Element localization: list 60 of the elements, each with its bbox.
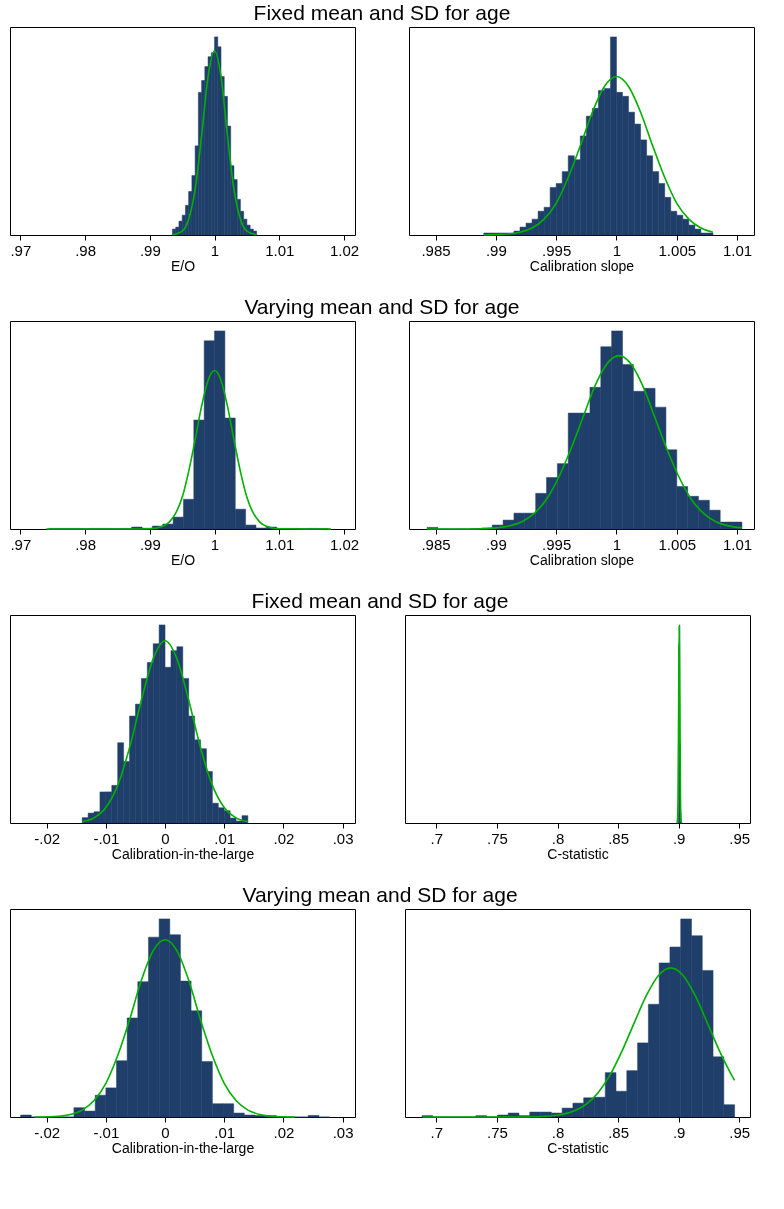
x-tick-label: .02 (273, 829, 295, 847)
x-axis-title: Calibration-in-the-large (111, 1139, 255, 1156)
x-tick-label: .85 (608, 1123, 630, 1141)
x-tick-label: .98 (75, 535, 97, 553)
x-tick-label: 0 (161, 1123, 170, 1141)
x-tick-label: .95 (729, 829, 751, 847)
x-tick-label: .7 (430, 1123, 444, 1141)
x-tick-label: 0 (161, 829, 170, 847)
x-tick-label: .01 (214, 829, 236, 847)
x-tick-label: 1.01 (265, 241, 295, 259)
x-tick-label: .995 (542, 241, 572, 259)
chart-title: Varying mean and SD for age (242, 882, 518, 906)
x-tick-label: .03 (332, 829, 354, 847)
x-tick-label: .8 (551, 1123, 565, 1141)
x-tick-label: 1 (612, 241, 622, 259)
x-tick-label: .75 (487, 829, 508, 847)
x-tick-label: .02 (273, 1123, 295, 1141)
x-tick-label: .985 (421, 241, 451, 259)
x-tick-label: -.02 (34, 1123, 61, 1141)
chart-title: Fixed mean and SD for age (251, 588, 509, 612)
x-tick-label: 1.01 (265, 535, 295, 553)
x-tick-label: 1.02 (329, 535, 360, 553)
x-tick-label: .99 (485, 241, 507, 259)
chart-title: Varying mean and SD for age (244, 294, 520, 318)
x-tick-label: -.01 (93, 1123, 120, 1141)
x-axis-title: Calibration-in-the-large (111, 845, 255, 862)
x-tick-label: .9 (672, 1123, 686, 1141)
chart-title: Fixed mean and SD for age (253, 0, 511, 24)
x-tick-label: .01 (214, 1123, 236, 1141)
x-tick-label: .95 (729, 1123, 751, 1141)
x-tick-label: -.02 (34, 829, 61, 847)
x-axis-title: Calibration slope (529, 551, 635, 568)
x-tick-label: 1 (210, 535, 220, 553)
x-tick-label: .9 (672, 829, 686, 847)
x-tick-label: 1 (210, 241, 220, 259)
x-tick-label: .99 (485, 535, 507, 553)
x-tick-label: .03 (332, 1123, 354, 1141)
x-tick-label: .99 (139, 241, 161, 259)
x-tick-label: .75 (487, 1123, 508, 1141)
x-axis-title: E/O (170, 551, 196, 568)
x-tick-label: .8 (551, 829, 565, 847)
x-tick-label: 1.02 (329, 241, 360, 259)
x-tick-label: 1 (612, 535, 622, 553)
x-tick-label: .7 (430, 829, 444, 847)
x-axis-title: Calibration slope (529, 257, 635, 274)
x-axis-title: C-statistic (547, 845, 609, 862)
x-axis-title: C-statistic (547, 1139, 609, 1156)
x-axis-title: E/O (170, 257, 196, 274)
x-tick-label: -.01 (93, 829, 120, 847)
x-tick-label: .985 (421, 535, 451, 553)
x-tick-label: 1.005 (658, 241, 697, 259)
x-tick-label: .97 (10, 241, 32, 259)
x-tick-label: 1.01 (723, 241, 753, 259)
x-tick-label: .99 (139, 535, 161, 553)
x-tick-label: .995 (542, 535, 572, 553)
x-tick-label: .97 (10, 535, 32, 553)
x-tick-label: .98 (75, 241, 97, 259)
x-tick-label: 1.005 (658, 535, 697, 553)
x-tick-label: 1.01 (723, 535, 753, 553)
x-tick-label: .85 (608, 829, 630, 847)
